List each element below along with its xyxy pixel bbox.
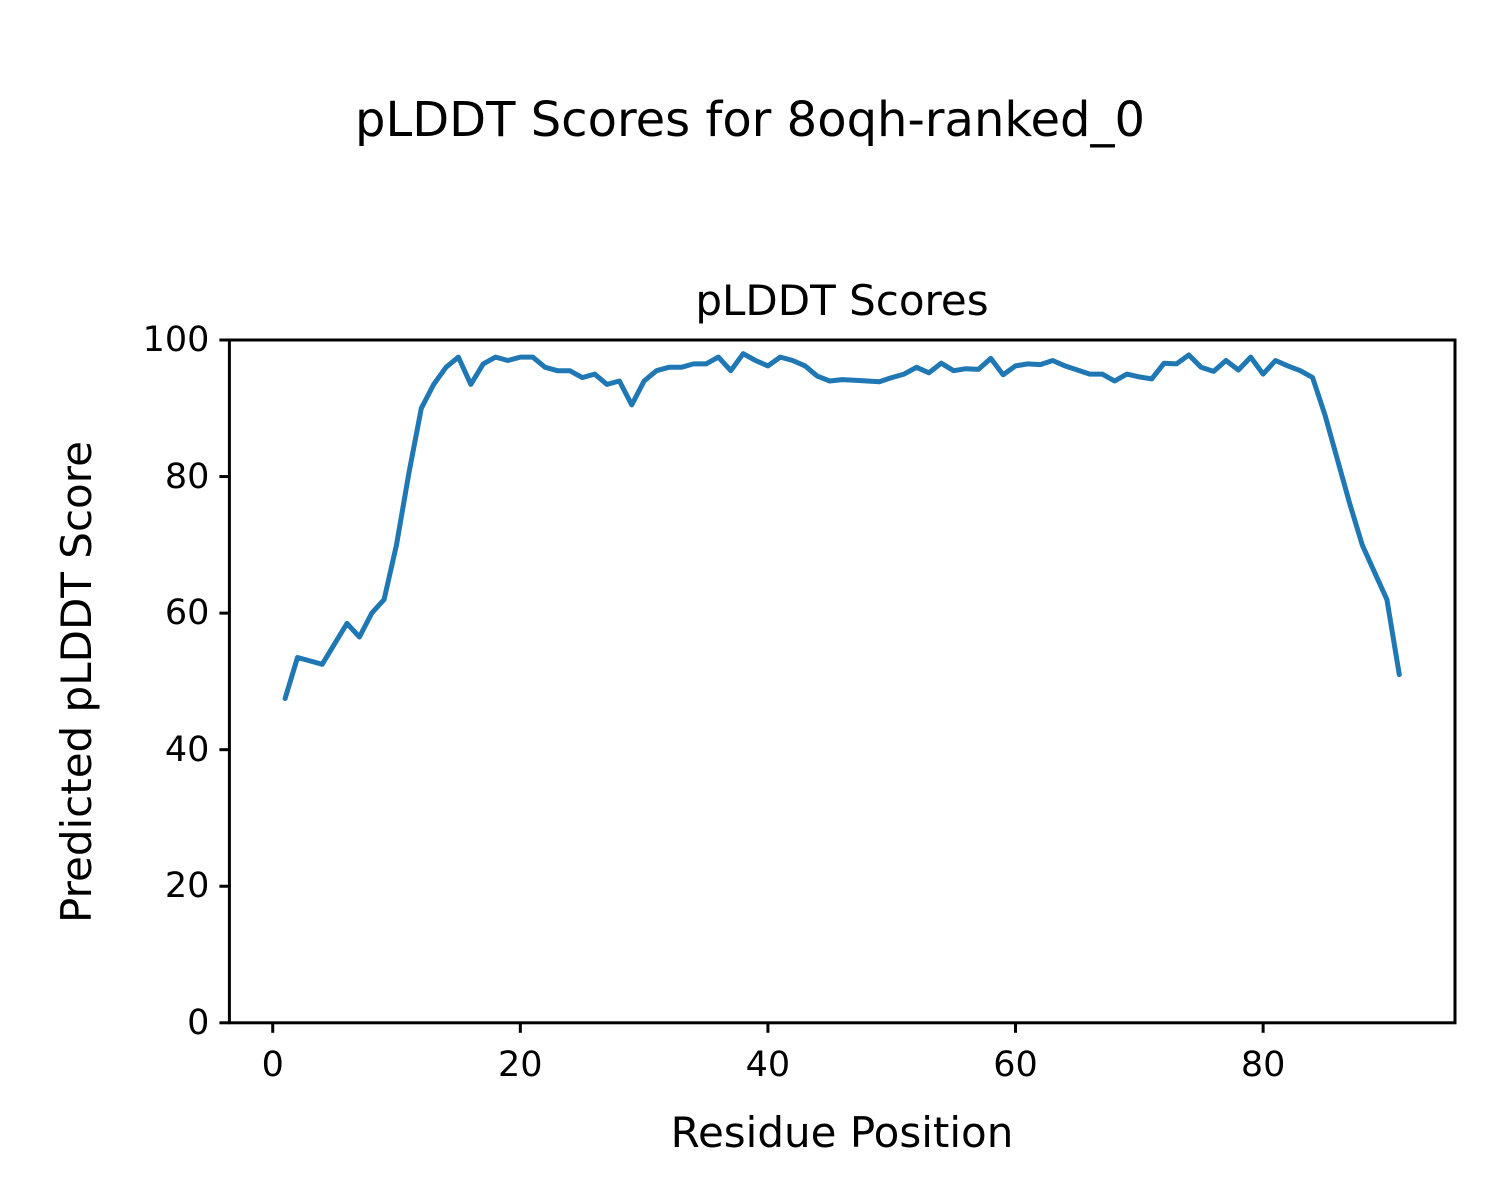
y-tick-label: 100 — [143, 320, 210, 360]
y-tick-label: 20 — [165, 866, 210, 906]
x-tick-label: 0 — [262, 1045, 284, 1085]
x-tick-label: 80 — [1241, 1045, 1286, 1085]
y-tick-label: 80 — [165, 457, 210, 497]
figure: pLDDT Scores for 8oqh-ranked_0 pLDDT Sco… — [0, 0, 1500, 1200]
y-tick-label: 40 — [165, 730, 210, 770]
x-tick-label: 20 — [498, 1045, 543, 1085]
y-tick-label: 60 — [165, 593, 210, 633]
x-tick-label: 60 — [993, 1045, 1038, 1085]
plot-area — [0, 0, 1500, 1200]
plddt-line — [285, 354, 1399, 699]
y-tick-label: 0 — [187, 1003, 209, 1043]
x-tick-label: 40 — [746, 1045, 791, 1085]
